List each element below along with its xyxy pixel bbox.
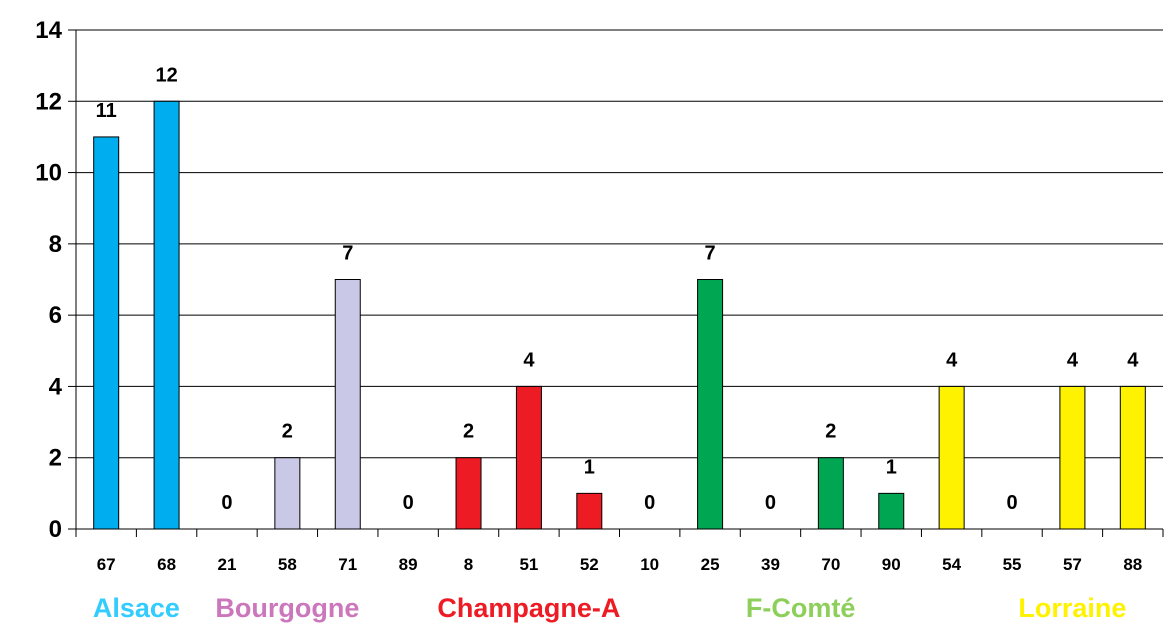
bar [153,100,180,530]
bars [93,100,1146,530]
data-label: 0 [403,492,414,514]
data-label: 2 [825,421,836,443]
data-labels: 11 12 0 2 7 0 2 4 1 0 7 0 2 1 4 0 4 4 [96,64,1140,514]
y-tick-label: 4 [49,373,63,400]
bar [455,457,482,530]
x-tick-label: 67 [97,555,116,574]
y-tick-label: 2 [49,445,62,472]
bar [1059,385,1086,530]
y-tick-labels: 0 2 4 6 8 10 12 14 [35,17,62,543]
data-label: 0 [221,492,232,514]
region-label: Lorraine [1018,593,1126,623]
x-tick-label: 51 [519,555,538,574]
y-tick-label: 10 [35,160,62,187]
x-tick-label: 70 [821,555,840,574]
x-tick-label: 68 [157,555,176,574]
x-tick-label: 55 [1003,555,1022,574]
x-tick-label: 71 [338,555,357,574]
data-label: 4 [1127,349,1139,371]
y-tick-label: 6 [49,302,62,329]
y-tick-label: 0 [49,516,62,543]
region-label: F-Comté [746,593,856,623]
x-tick-label: 58 [278,555,297,574]
bar [93,136,120,530]
x-tick-label: 88 [1123,555,1142,574]
region-labels: Alsace Bourgogne Champagne-A F-Comté Lorrain… [93,593,1127,623]
data-label: 1 [584,456,595,478]
x-tick-label: 89 [399,555,418,574]
bar [334,279,361,530]
y-tick-label: 14 [35,17,62,44]
x-tick-label: 25 [701,555,720,574]
data-label: 2 [282,421,293,443]
region-label: Bourgogne [215,593,359,623]
bar [576,492,603,530]
bar [817,457,844,530]
bar [1119,385,1146,530]
y-tick-label: 12 [35,88,62,115]
data-label: 7 [705,243,716,265]
data-label: 1 [886,456,897,478]
bar [878,492,905,530]
gridlines [76,29,1163,459]
x-tick-label: 10 [640,555,659,574]
data-label: 0 [644,492,655,514]
data-label: 0 [765,492,776,514]
region-label: Alsace [93,593,180,623]
data-label: 4 [1067,349,1079,371]
x-tick-labels: 67 68 21 58 71 89 8 51 52 10 25 39 70 90 54 55 57 88 [97,555,1143,574]
x-tick-label: 8 [464,555,473,574]
x-tick-label: 90 [882,555,901,574]
bar [515,385,542,530]
data-label: 7 [342,243,353,265]
data-label: 12 [155,64,177,86]
data-label: 4 [523,349,535,371]
region-label: Champagne-A [437,593,620,623]
x-tick-label: 21 [218,555,237,574]
data-label: 4 [946,349,958,371]
bar [274,457,301,530]
data-label: 2 [463,421,474,443]
x-tick-label: 52 [580,555,599,574]
y-tick-label: 8 [49,231,62,258]
axes [68,29,1164,537]
data-label: 11 [96,100,117,122]
x-tick-label: 54 [942,555,961,574]
data-label: 0 [1006,492,1017,514]
bar [938,385,965,530]
bar [697,279,724,530]
x-tick-label: 57 [1063,555,1082,574]
x-tick-label: 39 [761,555,780,574]
